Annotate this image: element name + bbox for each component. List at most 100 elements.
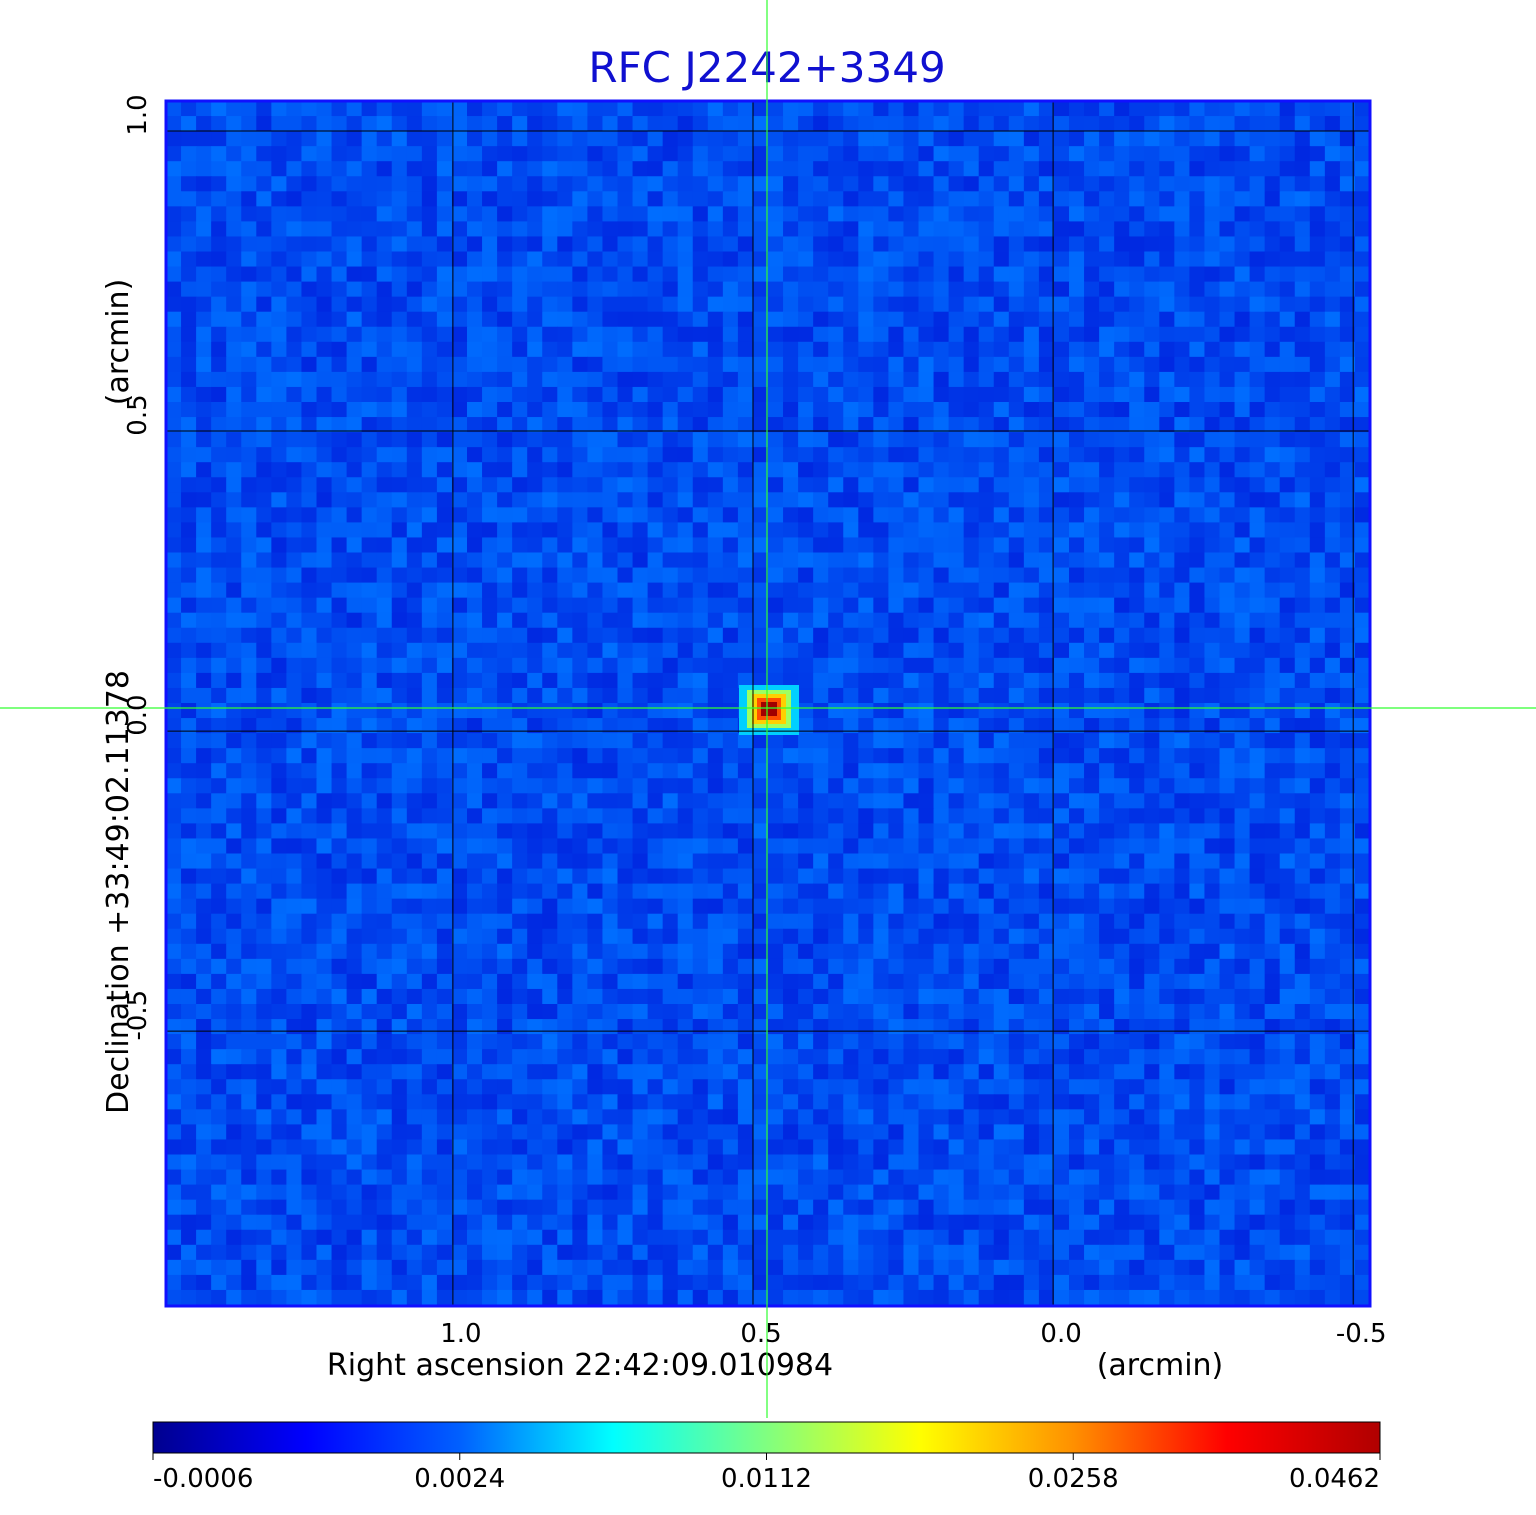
pixel <box>226 251 242 268</box>
pixel <box>572 913 588 930</box>
pixel <box>783 883 799 900</box>
pixel <box>677 1004 694 1020</box>
pixel <box>406 868 423 885</box>
pixel <box>617 266 634 283</box>
pixel <box>166 356 182 373</box>
pixel <box>376 703 393 719</box>
pixel <box>783 462 799 478</box>
pixel <box>542 311 558 328</box>
pixel <box>933 116 950 132</box>
pixel <box>1084 402 1100 418</box>
pixel <box>226 1034 242 1050</box>
pixel <box>331 356 348 373</box>
pixel <box>662 477 679 493</box>
pixel <box>813 432 829 448</box>
pixel <box>1099 386 1115 403</box>
pixel <box>1204 838 1221 855</box>
pixel <box>1234 402 1251 418</box>
pixel <box>707 492 724 508</box>
pixel <box>482 687 498 704</box>
pixel <box>1234 612 1251 629</box>
pixel <box>1174 943 1190 960</box>
pixel <box>301 537 318 554</box>
pixel <box>226 101 242 117</box>
pixel <box>1069 131 1085 147</box>
pixel <box>406 853 423 870</box>
pixel <box>241 642 257 659</box>
pixel <box>1129 522 1145 539</box>
pixel <box>406 657 423 674</box>
pixel <box>572 687 588 704</box>
pixel <box>196 748 212 764</box>
pixel <box>421 507 438 523</box>
pixel <box>1008 371 1025 388</box>
pixel <box>316 958 333 975</box>
pixel <box>1008 356 1025 373</box>
pixel <box>527 703 543 719</box>
pixel <box>1144 206 1160 222</box>
pixel <box>587 928 604 945</box>
pixel <box>1294 522 1311 539</box>
pixel <box>361 326 378 343</box>
pixel <box>933 748 950 764</box>
pixel <box>813 853 829 870</box>
pixel <box>1114 627 1130 644</box>
pixel <box>602 402 619 418</box>
pixel <box>632 522 649 539</box>
pixel <box>497 883 513 900</box>
pixel <box>1234 988 1251 1005</box>
pixel <box>406 206 423 222</box>
pixel <box>271 251 287 268</box>
pixel <box>722 657 739 674</box>
pixel <box>421 793 438 809</box>
pixel <box>1008 341 1025 358</box>
pixel <box>888 868 905 885</box>
pixel <box>662 371 679 388</box>
pixel <box>783 958 799 975</box>
pixel <box>542 778 558 794</box>
pixel <box>798 913 814 930</box>
pixel <box>361 146 378 162</box>
pixel <box>873 823 889 840</box>
pixel <box>451 943 468 960</box>
pixel <box>421 251 438 268</box>
pixel <box>798 326 814 343</box>
pixel <box>1324 657 1341 674</box>
pixel <box>918 642 935 659</box>
pixel <box>1279 326 1296 343</box>
pixel <box>1159 492 1175 508</box>
pixel <box>1234 763 1251 779</box>
pixel <box>482 733 498 749</box>
pixel <box>256 748 272 764</box>
pixel <box>1144 492 1160 508</box>
pixel <box>376 176 393 192</box>
pixel <box>286 1019 303 1035</box>
pixel <box>752 672 769 689</box>
pixel <box>1159 341 1175 358</box>
pixel <box>211 627 227 644</box>
pixel <box>828 522 844 539</box>
pixel <box>1144 326 1160 343</box>
pixel <box>1038 838 1055 855</box>
pixel <box>1159 176 1175 192</box>
pixel <box>722 191 739 207</box>
pixel <box>1249 898 1266 915</box>
pixel <box>241 447 257 463</box>
pixel <box>1249 356 1266 373</box>
pixel <box>903 567 920 584</box>
pixel <box>1264 853 1281 870</box>
pixel <box>436 973 453 990</box>
pixel <box>1219 597 1236 614</box>
pixel <box>798 793 814 809</box>
pixel <box>1099 928 1115 945</box>
pixel <box>361 703 378 719</box>
pixel <box>843 883 859 900</box>
pixel <box>843 1019 859 1035</box>
pixel <box>632 582 649 599</box>
pixel <box>963 793 980 809</box>
pixel <box>376 763 393 779</box>
pixel <box>196 642 212 659</box>
pixel <box>527 808 543 824</box>
pixel <box>226 567 242 584</box>
pixel <box>1114 266 1130 283</box>
